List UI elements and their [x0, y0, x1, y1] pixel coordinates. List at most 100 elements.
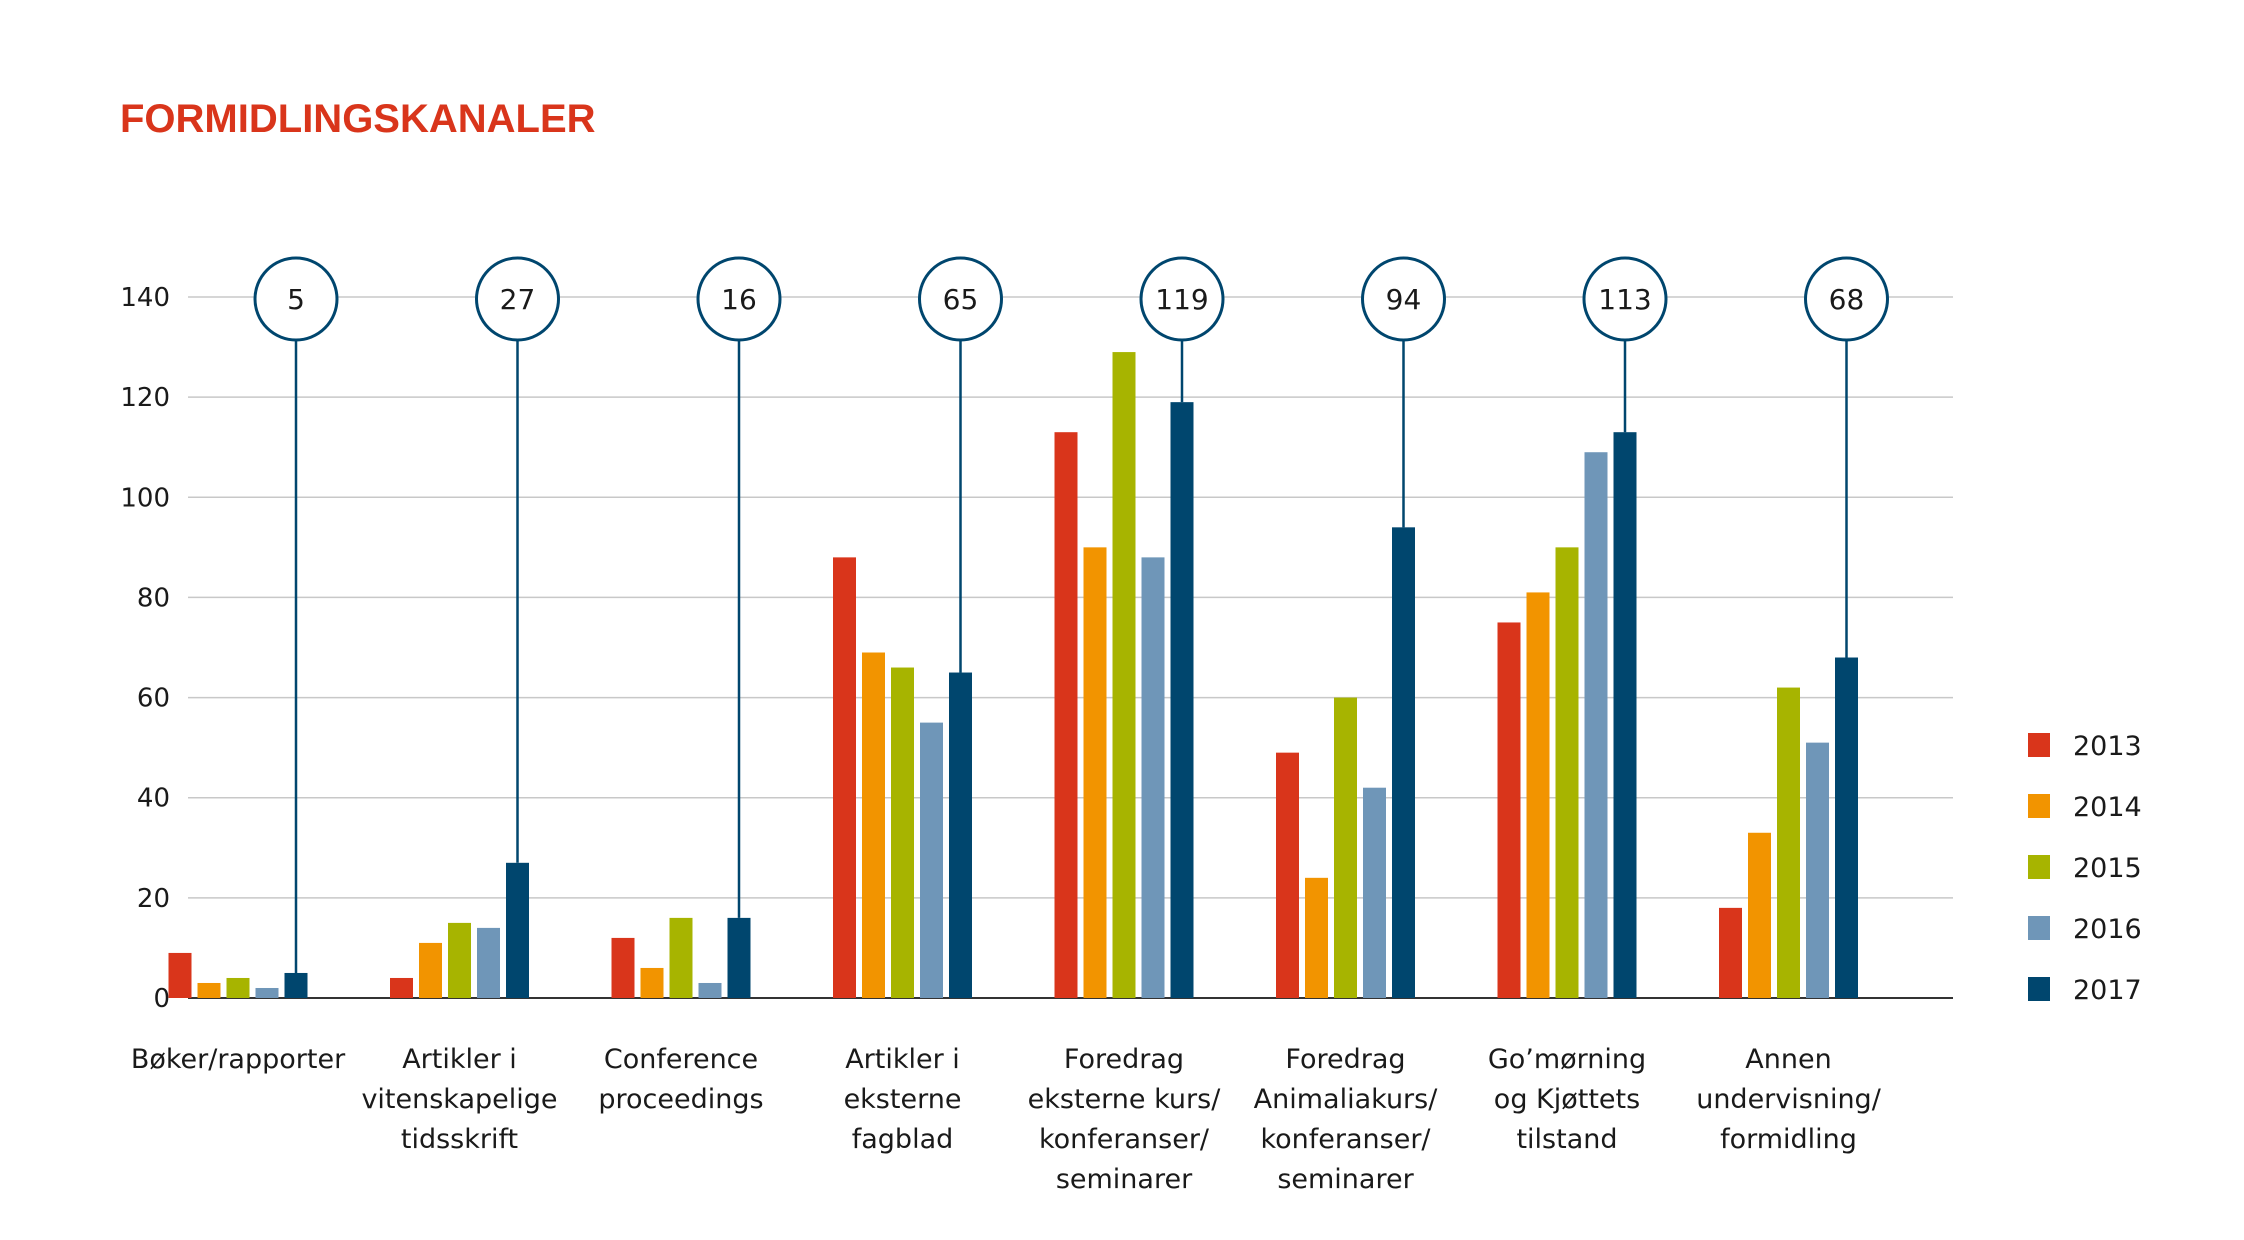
bar-2015-2: [669, 917, 693, 998]
category-label-5: Foredrag Animaliakurs/konferanser/seminar…: [1254, 1044, 1439, 1195]
bar-2014-6: [1526, 592, 1550, 998]
callout-value-3: 65: [943, 283, 979, 316]
callout-circle-3: [918, 256, 1003, 342]
callout-circle-1: [475, 256, 560, 342]
category-label-line: proceedings: [598, 1084, 763, 1115]
category-label-line: Foredrag: [1285, 1044, 1405, 1075]
callout-circle-5: [1361, 256, 1446, 342]
bar-2014-2: [640, 967, 664, 998]
callout-circle-4: [1139, 256, 1225, 342]
category-label-line: tilstand: [1516, 1124, 1617, 1155]
y-tick-label-60: 60: [137, 684, 170, 714]
bar-2014-4: [1083, 547, 1107, 998]
y-tick-label-80: 80: [137, 583, 170, 613]
legend: 2013 2014 2015 2016 2017: [2028, 731, 2142, 1006]
y-tick-label-0: 0: [153, 984, 170, 1014]
bar-2017-5: [1392, 527, 1415, 998]
bar-2014-5: [1305, 877, 1328, 998]
bar-2017-7: [1835, 657, 1858, 998]
category-label-line: seminarer: [1277, 1164, 1414, 1195]
category-label-line: undervisning/: [1696, 1084, 1881, 1115]
bar-2015-7: [1777, 687, 1800, 998]
bar-2016-4: [1141, 557, 1165, 998]
category-label-7: Annen undervisning/formidling: [1696, 1044, 1881, 1155]
callout-value-0: 5: [287, 283, 305, 316]
legend-label-2014: 2014: [2073, 792, 2142, 823]
category-label-line: fagblad: [852, 1124, 954, 1155]
legend-label-2015: 2015: [2073, 853, 2142, 884]
category-label-3: Artikler i eksterne fagblad: [844, 1044, 962, 1155]
y-tick-label-20: 20: [137, 884, 170, 914]
bar-2013-2: [611, 937, 635, 998]
bar-2016-2: [698, 982, 722, 998]
y-tick-label-40: 40: [137, 784, 170, 814]
bar-2015-0: [226, 977, 250, 998]
bar-2017-6: [1613, 432, 1637, 998]
bar-2016-7: [1806, 742, 1829, 998]
bar-2013-0: [168, 952, 192, 998]
callout-circle-0: [253, 256, 339, 342]
category-labels: Bøker/rapporter Artikler i vitenskapelige t…: [131, 1044, 1882, 1195]
legend-swatch-2015: [2028, 855, 2050, 879]
y-tick-label-140: 140: [120, 283, 170, 313]
category-label-line: eksterne kurs/: [1028, 1084, 1222, 1115]
legend-swatch-2014: [2028, 794, 2050, 818]
callout-circle-2: [696, 256, 782, 342]
category-label-line: tidsskrift: [401, 1124, 518, 1155]
category-label-0: Bøker/rapporter: [131, 1044, 346, 1075]
chart-title: FORMIDLINGSKANALER: [120, 97, 596, 141]
callout-value-6: 113: [1598, 283, 1651, 316]
bar-2016-5: [1363, 787, 1386, 998]
bar-2016-3: [920, 722, 943, 998]
bar-2014-1: [419, 942, 442, 998]
category-label-line: Artikler i: [845, 1044, 960, 1075]
bar-2014-0: [197, 982, 221, 998]
bar-2013-6: [1497, 622, 1521, 998]
category-label-line: Conference: [604, 1044, 758, 1075]
category-label-line: vitenskapelige: [361, 1084, 557, 1115]
category-label-line: seminarer: [1056, 1164, 1193, 1195]
callout-value-2: 16: [721, 283, 757, 316]
bar-2016-6: [1584, 452, 1608, 998]
bar-2013-4: [1054, 432, 1078, 998]
category-label-line: Annen: [1745, 1044, 1831, 1075]
legend-label-2013: 2013: [2073, 731, 2142, 762]
category-label-line: eksterne: [844, 1084, 962, 1115]
category-label-line: formidling: [1720, 1124, 1857, 1155]
category-label-line: Bøker/rapporter: [131, 1044, 346, 1075]
bar-2015-3: [891, 667, 914, 998]
bar-2015-1: [448, 922, 471, 998]
bar-2015-5: [1334, 697, 1357, 998]
bar-2014-3: [862, 652, 885, 998]
callout-circle-7: [1804, 256, 1889, 342]
legend-swatch-2017: [2028, 977, 2050, 1001]
legend-label-2017: 2017: [2073, 975, 2142, 1006]
bar-2013-7: [1719, 907, 1742, 998]
bar-2017-1: [506, 862, 529, 998]
category-label-1: Artikler i vitenskapelige tidsskrift: [361, 1044, 557, 1155]
category-label-line: Foredrag: [1064, 1044, 1184, 1075]
category-label-line: konferanser/: [1260, 1124, 1431, 1155]
callout-value-7: 68: [1829, 283, 1865, 316]
value-callouts: 5 27 16 65 119 94 113 68: [253, 256, 1889, 973]
category-label-line: Animaliakurs/: [1254, 1084, 1439, 1115]
callout-value-4: 119: [1155, 283, 1208, 316]
bar-2015-6: [1555, 547, 1579, 998]
bar-2017-4: [1170, 402, 1194, 998]
bar-2013-5: [1276, 752, 1299, 998]
y-tick-label-120: 120: [120, 383, 170, 413]
bar-2017-0: [284, 972, 308, 998]
bar-2015-4: [1112, 352, 1136, 998]
bar-2013-1: [390, 977, 413, 998]
category-label-line: Artikler i: [402, 1044, 517, 1075]
legend-label-2016: 2016: [2073, 914, 2142, 945]
callout-circle-6: [1582, 256, 1668, 342]
category-label-4: Foredrag eksterne kurs/konferanser/semina…: [1028, 1044, 1222, 1195]
callout-value-1: 27: [500, 283, 536, 316]
category-label-line: konferanser/: [1039, 1124, 1210, 1155]
bar-2014-7: [1748, 832, 1771, 998]
category-label-line: Go’mørning: [1488, 1044, 1646, 1075]
y-axis-ticks: 0 20 40 60 80 100 120 140: [120, 283, 170, 1014]
y-tick-label-100: 100: [120, 483, 170, 513]
